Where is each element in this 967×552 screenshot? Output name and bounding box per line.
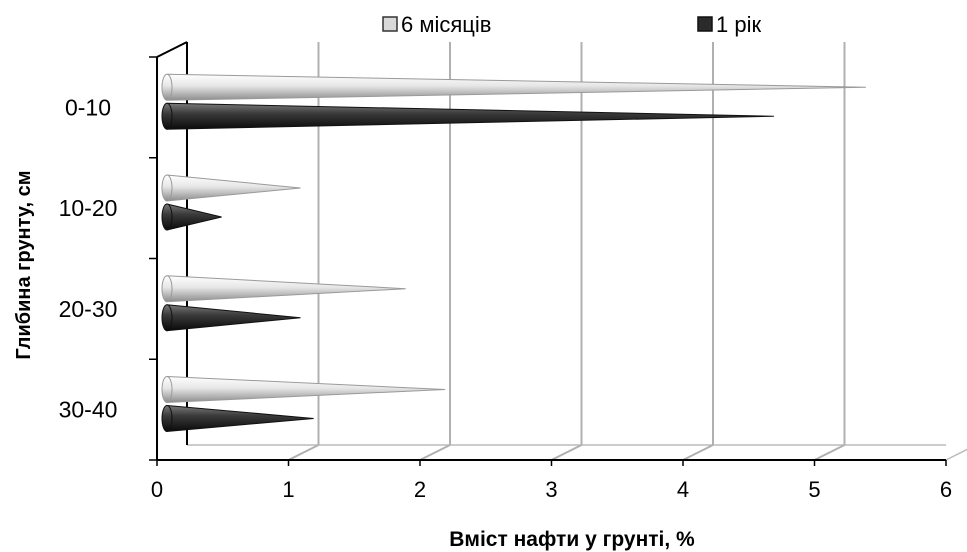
gridline-floor bbox=[419, 444, 451, 461]
cone-base bbox=[161, 275, 173, 303]
legend-swatch-6-months bbox=[382, 16, 398, 32]
x-tick-label: 6 bbox=[940, 477, 952, 502]
cone-bar bbox=[166, 275, 406, 303]
x-tick-label: 3 bbox=[545, 477, 557, 502]
plot-walls bbox=[186, 42, 967, 461]
category-label: 20-30 bbox=[59, 296, 118, 322]
cone-base bbox=[161, 102, 173, 130]
cone-base bbox=[161, 203, 173, 231]
gridlines bbox=[288, 42, 846, 461]
y-axis-top-edge bbox=[156, 41, 188, 58]
cone-base bbox=[161, 404, 173, 432]
cone-bar bbox=[166, 203, 222, 231]
legend: 6 місяців 1 рік bbox=[382, 12, 761, 37]
cone-base bbox=[161, 174, 173, 202]
x-tick-label: 1 bbox=[282, 477, 294, 502]
x-axis-title: Вміст нафти у грунті, % bbox=[449, 528, 695, 551]
cone-bar bbox=[166, 73, 866, 101]
gridline-floor bbox=[814, 444, 845, 461]
category-label: 10-20 bbox=[59, 195, 118, 221]
tick-labels: 0 1 2 3 4 5 6 0-10 10-20 20-30 30-40 bbox=[59, 94, 953, 502]
legend-label-1-year: 1 рік bbox=[716, 12, 761, 37]
x-tick-label: 2 bbox=[414, 477, 426, 502]
x-tick-label: 0 bbox=[151, 477, 163, 502]
cone-bar bbox=[166, 102, 774, 130]
bars bbox=[161, 73, 866, 433]
y-axis-title: Глибина грунту, см bbox=[13, 170, 35, 359]
cone-base bbox=[161, 73, 173, 101]
legend-swatch-1-year bbox=[697, 16, 713, 32]
cone-bar bbox=[166, 404, 314, 433]
cone-base bbox=[161, 304, 173, 332]
cone-base bbox=[161, 375, 173, 403]
cone-bar bbox=[166, 375, 446, 403]
cone-bar bbox=[166, 174, 301, 202]
category-label: 30-40 bbox=[59, 397, 118, 423]
gridline-floor bbox=[682, 444, 714, 461]
category-label: 0-10 bbox=[65, 94, 111, 120]
cone-bar bbox=[166, 304, 301, 332]
gridline-floor bbox=[288, 444, 319, 461]
legend-label-6-months: 6 місяців bbox=[401, 12, 491, 37]
gridline-floor bbox=[551, 444, 582, 461]
x-tick-label: 5 bbox=[808, 477, 820, 502]
floor-right-edge bbox=[945, 448, 967, 461]
x-tick-label: 4 bbox=[677, 477, 689, 502]
